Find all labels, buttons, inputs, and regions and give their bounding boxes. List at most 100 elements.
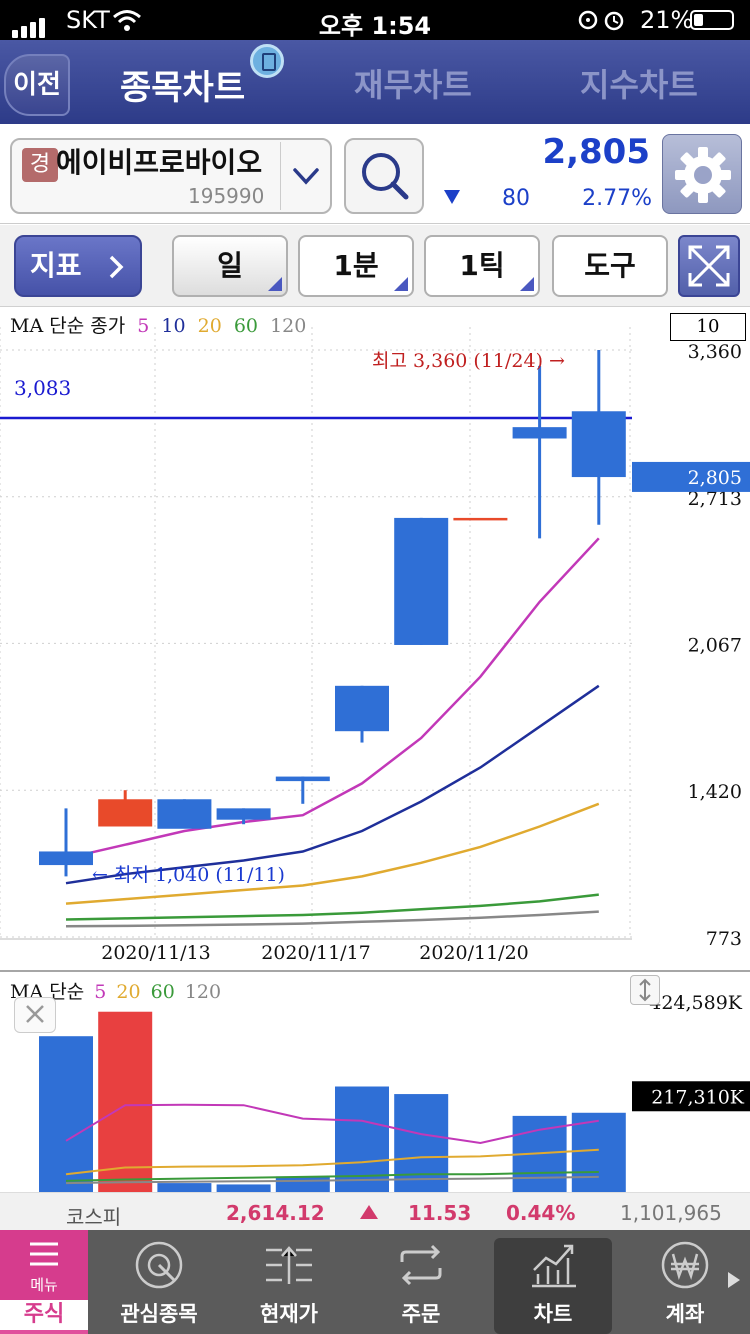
gear-icon — [675, 147, 731, 203]
volume-bar — [571, 1112, 626, 1192]
volume-bar — [39, 1036, 93, 1192]
x-tick-label: 2020/11/17 — [261, 942, 371, 964]
watchlist-icon — [135, 1241, 183, 1289]
phone-badge-icon[interactable] — [250, 44, 284, 78]
nav-watchlist[interactable]: 관심종목 — [104, 1230, 214, 1334]
price-ma-legend[interactable]: MA 단순 종가 5 10 20 60 120 — [10, 311, 312, 338]
tab-index-chart[interactable]: 지수차트 — [580, 66, 698, 104]
candle-body — [98, 799, 153, 827]
vol-ma-20-label: 20 — [116, 981, 141, 1003]
stock-info-bar: 경 에이비프로바이오 195990 2,805 80 2.77% — [0, 124, 750, 224]
menu-button[interactable]: 메뉴 주식 — [0, 1230, 88, 1334]
nav-account[interactable]: 계좌 — [630, 1230, 740, 1334]
price-volume-chart[interactable]: 3,360 2,713 2,067 1,420 773 2020/11/13 2020/11… — [0, 307, 750, 1192]
candle-body — [571, 411, 626, 478]
period-day-button[interactable]: 일 — [172, 235, 288, 297]
ma-60-line — [65, 893, 599, 921]
period-count-box[interactable]: 10 — [670, 313, 746, 341]
chevron-down-icon — [293, 168, 319, 185]
volume-bar — [157, 1183, 212, 1192]
won-icon — [661, 1241, 709, 1289]
up-arrow-icon — [360, 1205, 378, 1219]
period-tick-button[interactable]: 1틱 — [424, 235, 540, 297]
indicator-button[interactable]: 지표 — [14, 235, 142, 297]
carrier-label: SKT — [66, 6, 110, 34]
volume-bar — [216, 1184, 271, 1192]
vol-ma-5-label: 5 — [94, 981, 107, 1003]
warning-badge: 경 — [22, 148, 58, 182]
y-tick-label: 1,420 — [688, 781, 742, 803]
price-ma-legend-title: MA 단순 종가 — [10, 315, 126, 337]
kospi-label: 코스피 — [66, 1205, 122, 1229]
vol-ma-120-label: 120 — [184, 981, 222, 1003]
kospi-percent: 0.44% — [506, 1201, 576, 1225]
search-button[interactable] — [344, 138, 424, 214]
volume-ma-120-line — [65, 1175, 599, 1185]
settings-button[interactable] — [662, 134, 742, 214]
nav-order[interactable]: 주문 — [366, 1230, 476, 1334]
candle-body — [275, 776, 330, 782]
ma-120-label: 120 — [270, 315, 307, 337]
back-button[interactable]: 이전 — [4, 54, 70, 116]
status-bar: SKT 오후 1:54 21% — [0, 0, 750, 40]
period-day-label: 일 — [217, 249, 243, 282]
kospi-ticker[interactable]: 코스피 2,614.12 11.53 0.44% 1,101,965 — [0, 1192, 750, 1230]
close-volume-button[interactable] — [14, 997, 56, 1033]
alarm-icon — [578, 10, 624, 31]
candle-body — [512, 427, 567, 439]
order-icon — [400, 1244, 442, 1286]
volume-bar — [98, 1011, 153, 1192]
tab-stock-chart[interactable]: 종목차트 — [120, 68, 246, 108]
candle-body — [453, 517, 508, 521]
nav-watchlist-label: 관심종목 — [120, 1302, 198, 1326]
kospi-volume: 1,101,965 — [620, 1201, 722, 1225]
nav-chart-label: 차트 — [533, 1302, 573, 1326]
tab-financial-chart[interactable]: 재무차트 — [354, 66, 472, 104]
price-change: 80 — [502, 186, 530, 211]
high-annotation: 최고 3,360 (11/24) → — [372, 350, 565, 372]
chart-toolbar: 지표 일 1분 1틱 도구 — [0, 225, 750, 307]
candle-body — [335, 685, 389, 732]
period-minute-button[interactable]: 1분 — [298, 235, 414, 297]
volume-current-label: 217,310K — [651, 1086, 745, 1108]
chart-icon — [532, 1244, 576, 1288]
volume-ma-20-line — [65, 1148, 599, 1176]
battery-icon — [690, 10, 734, 30]
expand-icon — [688, 245, 730, 287]
tools-button[interactable]: 도구 — [552, 235, 668, 297]
candle-body — [39, 851, 93, 866]
stock-dropdown-button[interactable] — [280, 142, 330, 210]
stock-name[interactable]: 에이비프로바이오 — [56, 146, 263, 179]
wifi-icon — [113, 10, 141, 31]
ma-60-label: 60 — [233, 315, 259, 337]
expand-button[interactable] — [678, 235, 740, 297]
volume-max-label: 424,589K — [649, 992, 743, 1014]
volume-bar — [394, 1094, 449, 1192]
candle-body — [216, 808, 271, 820]
y-tick-label: 773 — [706, 928, 742, 950]
app-header: 이전 종목차트 재무차트 지수차트 — [0, 40, 750, 124]
y-tick-label: 2,067 — [688, 634, 742, 656]
menu-main-label: 주식 — [0, 1300, 88, 1330]
more-arrow-icon[interactable] — [728, 1272, 740, 1288]
period-minute-label: 1분 — [333, 249, 379, 282]
stock-selector[interactable]: 경 에이비프로바이오 195990 — [10, 138, 332, 214]
nav-current-price[interactable]: 현재가 — [234, 1230, 344, 1334]
hamburger-icon — [30, 1242, 58, 1266]
price-change-percent: 2.77% — [582, 186, 652, 211]
ma-10-label: 10 — [161, 315, 186, 337]
candle-body — [394, 517, 449, 645]
down-arrow-icon — [444, 190, 460, 204]
resize-button[interactable] — [630, 975, 660, 1005]
y-tick-label: 2,713 — [688, 488, 742, 510]
chart-area[interactable]: 3,360 2,713 2,067 1,420 773 2020/11/13 2020/11… — [0, 307, 750, 1192]
nav-chart[interactable]: 차트 — [498, 1230, 608, 1334]
clock: 오후 1:54 — [318, 12, 432, 40]
current-price-tag — [632, 461, 750, 492]
ma-20-line — [65, 802, 600, 905]
current-price: 2,805 — [542, 132, 650, 172]
ma-20-label: 20 — [197, 315, 222, 337]
current-price-tag-label: 2,805 — [688, 467, 742, 489]
current-price-icon — [266, 1246, 312, 1284]
battery-percent: 21% — [640, 6, 694, 34]
